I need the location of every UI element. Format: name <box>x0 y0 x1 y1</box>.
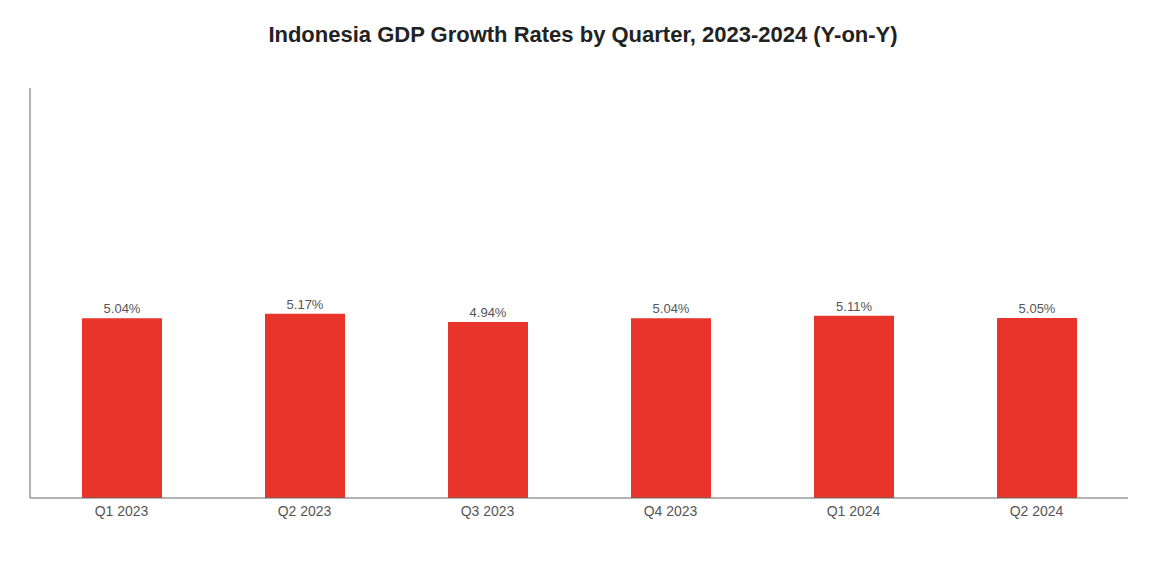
html-text:Indonesia GDP Growth Rates by: Indonesia GDP Growth Rates by Quarter, 2… <box>268 22 898 47</box>
svg-text:Q1 2024: Q1 2024 <box>827 503 881 519</box>
svg-text:Q2 2023: Q2 2023 <box>278 503 332 519</box>
svg-text:Q4 2023: Q4 2023 <box>644 503 698 519</box>
svg-text:5.04%: 5.04% <box>104 301 141 316</box>
svg-text:5.11%: 5.11% <box>836 299 872 314</box>
svg-text:Q1 2023: Q1 2023 <box>95 503 149 519</box>
svg-text:5.05%: 5.05% <box>1019 301 1056 316</box>
svg-text:Q3 2023: Q3 2023 <box>461 503 515 519</box>
svg-text:5.04%: 5.04% <box>653 301 690 316</box>
svg-text:5.17%: 5.17% <box>287 297 324 312</box>
svg-text:Q2 2024: Q2 2024 <box>1010 503 1064 519</box>
svg-text:4.94%: 4.94% <box>470 305 507 320</box>
